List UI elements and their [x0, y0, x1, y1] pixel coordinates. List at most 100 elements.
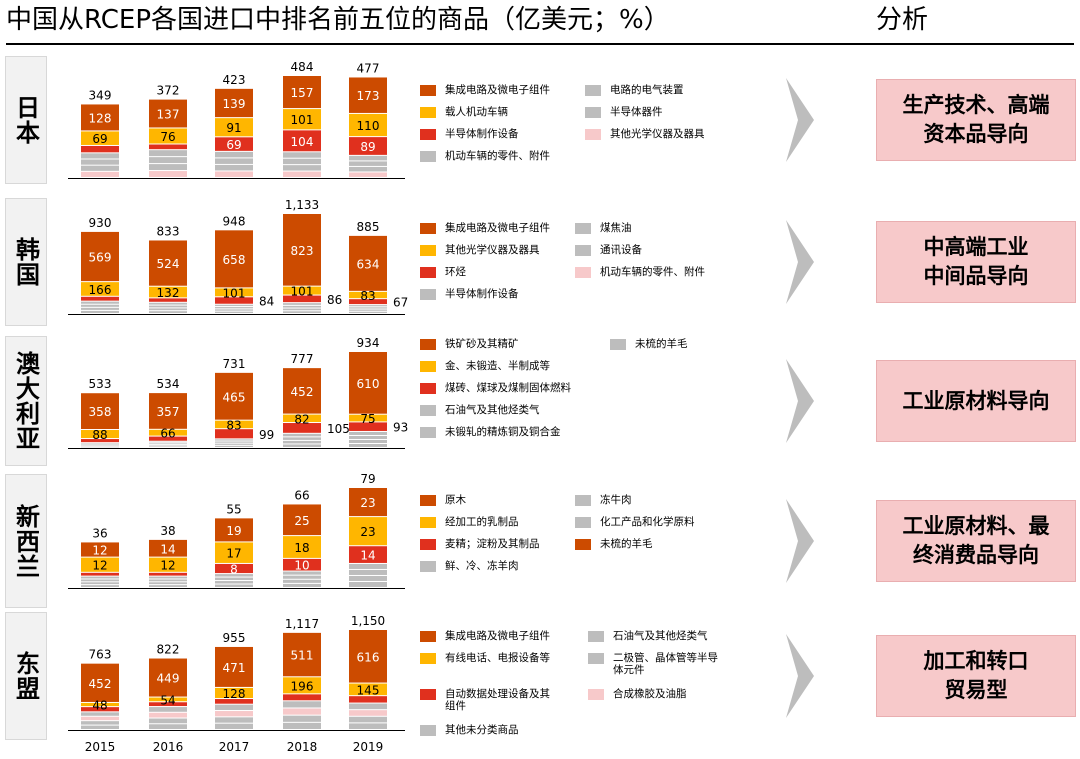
segment-label: 569 [89, 251, 112, 265]
segment-label: 139 [223, 97, 246, 111]
chevron-right-icon [786, 359, 814, 443]
bar-segment-other [215, 704, 253, 729]
legend-label: 合成橡胶及油脂 [613, 688, 687, 700]
bar-segment-other [349, 563, 387, 587]
bar-segment-primary [81, 104, 119, 131]
legend-item: 化工产品和化学原料 [575, 516, 695, 528]
bar-total-label: 55 [226, 502, 241, 516]
bar-segment-other-piece [149, 446, 187, 447]
bar-segment-other-piece [81, 443, 119, 444]
segment-label: 86 [327, 293, 342, 307]
legend-label: 石油气及其他烃类气 [445, 404, 540, 416]
bar-total-label: 822 [157, 643, 180, 657]
bar-segment-secondary [149, 557, 187, 572]
bar-segment-tertiary [283, 423, 321, 433]
segment-label: 12 [160, 559, 175, 573]
bar-segment-other-piece [81, 307, 119, 310]
bar-segment-other-piece [215, 307, 253, 309]
legend: 集成电路及微电子组件 煤焦油 其他光学仪器及器具 通讯设备 环烃 机动车辆的零件、附件 半导… [420, 198, 760, 326]
legend-swatch [420, 361, 436, 372]
bar-segment-other-piece [149, 444, 187, 446]
bar-segment-other [349, 431, 387, 447]
segment-label: 19 [226, 524, 241, 538]
bar-segment-primary [149, 393, 187, 429]
bar-segment-other-piece [81, 576, 119, 579]
bar-segment-secondary [283, 414, 321, 423]
bar-segment-other-piece [349, 710, 387, 716]
bar-segment-primary [215, 372, 253, 420]
bar-segment-other-piece [215, 723, 253, 729]
bar-total-label: 533 [89, 377, 112, 391]
legend-item: 有线电话、电报设备等 [420, 652, 550, 664]
legend-swatch [610, 339, 626, 350]
bar-segment-tertiary [215, 563, 253, 574]
bar-segment-secondary [283, 677, 321, 694]
legend-item: 自动数据处理设备及其 组件 [420, 688, 550, 712]
legend-swatch [585, 85, 601, 96]
chevron-right-icon [786, 78, 814, 162]
bar-segment-tertiary [149, 702, 187, 707]
legend-swatch [420, 495, 436, 506]
segment-label: 128 [89, 111, 112, 125]
legend-label: 其他未分类商品 [445, 724, 519, 736]
bar-segment-primary [149, 99, 187, 128]
legend-item: 半导体器件 [585, 106, 663, 118]
legend-swatch [588, 631, 604, 642]
legend-label: 二极管、晶体管等半导 体元件 [613, 652, 718, 676]
legend-item: 金、未锻造、半制成等 [420, 360, 550, 372]
country-label: 新西兰 [11, 503, 40, 579]
bar-segment-other [215, 574, 253, 587]
bar-total-label: 777 [291, 352, 314, 366]
segment-label: 76 [160, 130, 175, 144]
bar-segment-tertiary [149, 436, 187, 441]
bar-segment-other-piece [283, 308, 321, 311]
bar-segment-secondary [215, 420, 253, 429]
legend-swatch [588, 653, 604, 664]
segment-label: 101 [291, 285, 314, 299]
bar-total-label: 484 [291, 60, 314, 74]
legend-swatch [420, 561, 436, 572]
country-label-box: 东盟 [5, 612, 47, 740]
bar-segment-other-piece [215, 309, 253, 311]
bar-segment-tertiary [349, 422, 387, 431]
bar-segment-other-piece [215, 151, 253, 158]
bar-total-label: 349 [89, 88, 112, 102]
stacked-bar-chart: 569 166 930 524 132 833 658 101 84 948 823 101 86 1,1… [68, 198, 408, 315]
bar-segment-primary [149, 658, 187, 697]
page-title: 中国从RCEP各国进口中排名前五位的商品（亿美元；%） [6, 5, 670, 35]
bar-segment-tertiary [149, 144, 187, 150]
segment-label: 75 [360, 412, 375, 426]
legend-item: 合成橡胶及油脂 [588, 688, 687, 700]
analysis-box: 加工和转口 贸易型 [876, 635, 1076, 717]
legend-label: 煤焦油 [600, 222, 632, 234]
country-row-asean: 东盟 452 48 763 449 54 822 471 128 955 511 196 1,117 61… [0, 612, 1080, 740]
segment-label: 132 [157, 286, 180, 300]
bar-segment-tertiary [149, 298, 187, 302]
bar-total-label: 534 [157, 377, 180, 391]
bar-segment-primary [349, 488, 387, 517]
bar-segment-tertiary [283, 130, 321, 152]
bar-segment-tertiary [215, 297, 253, 304]
bar-segment-other-piece [283, 715, 321, 722]
legend-label: 自动数据处理设备及其 组件 [445, 688, 550, 712]
bar-segment-other-piece [149, 302, 187, 305]
bar-segment-other-piece [81, 301, 119, 304]
segment-label: 25 [294, 514, 309, 528]
bar-segment-other [215, 304, 253, 313]
bar-segment-tertiary [349, 299, 387, 305]
bar-segment-other-piece [149, 157, 187, 164]
bar-segment-other-piece [215, 443, 253, 445]
bar-segment-other [283, 152, 321, 177]
bar-segment-primary [349, 77, 387, 113]
stacked-bar-chart: 128 69 349 137 76 372 139 91 69 423 157 101 104 484 17… [68, 60, 405, 179]
year-axis: 2015 2016 2017 2018 2019 [0, 740, 500, 758]
bar-segment-other-piece [349, 563, 387, 569]
bar-segment-other-piece [81, 582, 119, 585]
bar-segment-secondary [283, 286, 321, 295]
legend-label: 未梳的羊毛 [635, 338, 688, 350]
bar-segment-other [349, 703, 387, 729]
bar-segment-other-piece [349, 716, 387, 723]
chevron-right-icon [786, 220, 814, 304]
bar-segment-other-piece [149, 712, 187, 718]
bar-segment-primary [81, 393, 119, 430]
